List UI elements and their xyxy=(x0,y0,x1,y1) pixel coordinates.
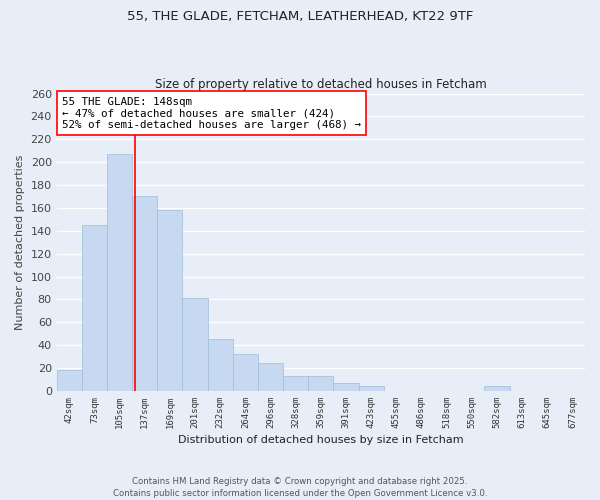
Bar xyxy=(359,386,384,391)
Bar xyxy=(258,364,283,391)
Bar xyxy=(308,376,334,391)
Bar xyxy=(208,340,233,391)
Bar xyxy=(334,383,359,391)
Bar xyxy=(107,154,132,391)
Text: 55, THE GLADE, FETCHAM, LEATHERHEAD, KT22 9TF: 55, THE GLADE, FETCHAM, LEATHERHEAD, KT2… xyxy=(127,10,473,23)
Bar xyxy=(182,298,208,391)
Title: Size of property relative to detached houses in Fetcham: Size of property relative to detached ho… xyxy=(155,78,487,91)
Y-axis label: Number of detached properties: Number of detached properties xyxy=(15,154,25,330)
Bar xyxy=(82,225,107,391)
Text: Contains HM Land Registry data © Crown copyright and database right 2025.
Contai: Contains HM Land Registry data © Crown c… xyxy=(113,476,487,498)
Bar xyxy=(132,196,157,391)
X-axis label: Distribution of detached houses by size in Fetcham: Distribution of detached houses by size … xyxy=(178,435,464,445)
Bar xyxy=(157,210,182,391)
Bar xyxy=(484,386,509,391)
Text: 55 THE GLADE: 148sqm
← 47% of detached houses are smaller (424)
52% of semi-deta: 55 THE GLADE: 148sqm ← 47% of detached h… xyxy=(62,96,361,130)
Bar xyxy=(233,354,258,391)
Bar xyxy=(283,376,308,391)
Bar xyxy=(56,370,82,391)
